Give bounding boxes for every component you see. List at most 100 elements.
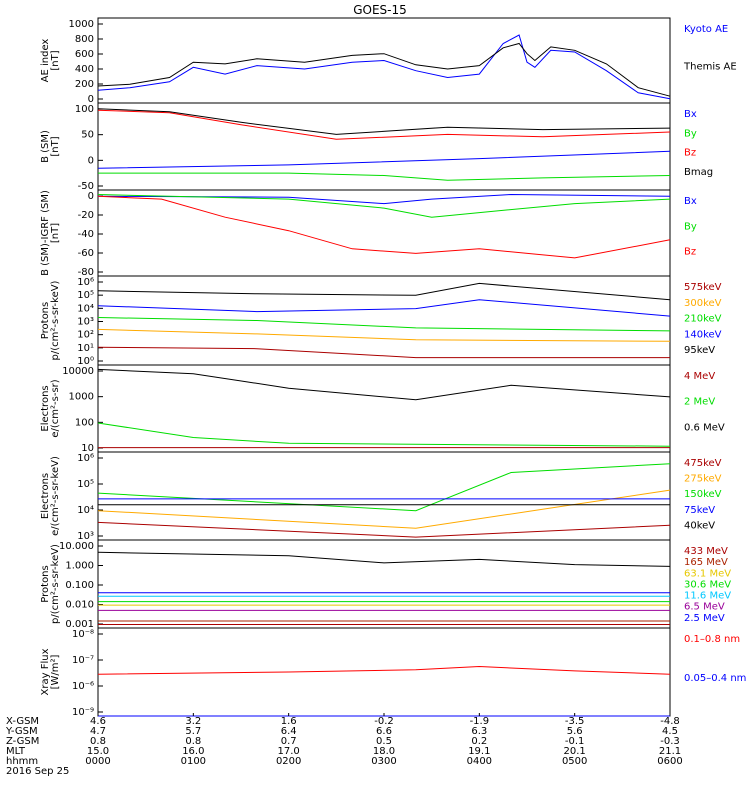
y-tick-label: 10.000 — [59, 541, 94, 552]
legend-entry: 150keV — [684, 489, 722, 500]
legend-entry: By — [684, 221, 697, 232]
panel-frame — [97, 364, 671, 453]
panel-4: 10⁶ 10⁵ 10⁴ 10³ 10² 10¹ 10⁰ Protons p/(cm²-s-sr-… — [40, 275, 722, 367]
footer-cell: 18.0 — [373, 746, 395, 757]
series-line — [97, 34, 671, 100]
legend-entry: 2 MeV — [684, 397, 715, 408]
series-line — [97, 551, 671, 567]
y-tick-label: -60 — [78, 248, 94, 259]
y-tick-label: 10⁴ — [77, 303, 94, 314]
legend-entry: 30.6 MeV — [684, 579, 731, 590]
y-axis-label: AE index — [40, 39, 51, 83]
legend-entry: Kyoto AE — [684, 24, 728, 35]
y-tick-label: 0.100 — [65, 580, 94, 591]
legend-entry: 40keV — [684, 520, 715, 531]
footer-cell: 4.6 — [90, 716, 106, 727]
panel-7: 10.000 1.000 0.100 0.010 0.001 Protons p/(cm²-… — [40, 539, 731, 630]
legend-entry: 275keV — [684, 474, 722, 485]
footer-cell: 0200 — [276, 756, 301, 767]
y-axis-label: p/(cm²-s-sr-keV) — [50, 544, 61, 624]
legend-entry: By — [684, 128, 697, 139]
series-line — [97, 463, 671, 512]
y-tick-label: 800 — [75, 34, 94, 45]
y-axis-label: p/(cm²-s-sr-keV) — [50, 280, 61, 360]
footer-cell: 0.5 — [376, 736, 392, 747]
footer-row-label: hhmm — [6, 756, 38, 767]
y-tick-label: 10⁵ — [77, 290, 94, 301]
footer-cell: 4.5 — [662, 726, 678, 737]
legend-entry: 210keV — [684, 314, 722, 325]
y-axis-label: B (SM)-IGRF (SM) — [40, 190, 51, 276]
legend-entry: 165 MeV — [684, 557, 728, 568]
series-line — [97, 521, 671, 538]
y-tick-label: -50 — [78, 181, 94, 192]
y-tick-label: 10000 — [62, 366, 94, 377]
y-tick-label: 10² — [77, 330, 94, 341]
series-line — [97, 422, 671, 447]
y-axis-label: Electrons — [40, 473, 51, 519]
series-line — [97, 282, 671, 301]
legend-entry: 0.1–0.8 nm — [684, 634, 740, 645]
y-axis-label: Electrons — [40, 385, 51, 431]
series-line — [97, 368, 671, 401]
legend-entry: 0.6 MeV — [684, 422, 725, 433]
footer-cell: 0000 — [85, 756, 110, 767]
y-axis-label: B (SM) — [40, 130, 51, 163]
series-line — [97, 299, 671, 317]
footer-cell: 6.4 — [281, 726, 297, 737]
footer-cell: 16.0 — [182, 746, 204, 757]
legend-entry: 75keV — [684, 505, 715, 516]
series-line — [97, 665, 671, 675]
legend-entry: 6.5 MeV — [684, 602, 725, 613]
footer-cell: 0600 — [657, 756, 682, 767]
y-tick-label: 1000 — [69, 19, 94, 30]
footer-cell: 0300 — [371, 756, 396, 767]
series-line — [97, 346, 670, 359]
y-tick-label: 10⁻⁶ — [72, 681, 94, 692]
panel-8: 10⁻⁸ 10⁻⁷ 10⁻⁶ 10⁻⁹ Xray Flux [W/m²] 0.1–0.8 n… — [40, 627, 746, 718]
legend-entry: 300keV — [684, 298, 722, 309]
y-tick-label: 10⁵ — [77, 479, 94, 490]
footer-row-label: Z-GSM — [6, 736, 39, 747]
legend-entry: 95keV — [684, 345, 715, 356]
series-line — [97, 194, 671, 218]
footer-cell: 5.6 — [567, 726, 583, 737]
y-axis-label: [nT] — [50, 50, 61, 70]
legend-entry: Bmag — [684, 167, 713, 178]
footer-cell: -4.8 — [660, 716, 680, 727]
legend-entry: 433 MeV — [684, 546, 728, 557]
legend-entry: Bx — [684, 196, 697, 207]
legend-entry: 0.05–0.4 nm — [684, 673, 746, 684]
footer-cell: -1.9 — [470, 716, 490, 727]
footer-row-label: Y-GSM — [5, 726, 38, 737]
panel-5: 10000 1000 100 10 Electrons e/(cm²-s-sr) 4 MeV… — [40, 364, 725, 454]
y-tick-label: 600 — [75, 49, 94, 60]
series-line — [97, 42, 671, 97]
legend-entry: 11.6 MeV — [684, 591, 731, 602]
footer-cell: 15.0 — [87, 746, 109, 757]
y-tick-label: 1.000 — [65, 561, 94, 572]
panel-2: 100 50 0 -50 B (SM) [nT] Bx By Bz Bmag — [40, 102, 713, 192]
series-line — [97, 195, 671, 259]
footer-cell: 19.1 — [468, 746, 490, 757]
y-axis-label: [nT] — [50, 223, 61, 243]
footer-row-label: X-GSM — [6, 716, 39, 727]
y-axis-label: [W/m²] — [50, 654, 61, 689]
panel-frame — [97, 539, 671, 629]
y-tick-label: 200 — [75, 79, 94, 90]
y-axis-label: Protons — [40, 565, 51, 602]
legend-entry: Bz — [684, 148, 696, 159]
footer-cell: 0.2 — [471, 736, 487, 747]
y-tick-label: -80 — [78, 267, 94, 278]
panel-3: 0 -20 -40 -60 -80 B (SM)-IGRF (SM) [nT] Bx By Bz — [40, 189, 697, 278]
panel-frame — [97, 627, 671, 717]
legend-entry: 2.5 MeV — [684, 613, 725, 624]
y-tick-label: -20 — [78, 210, 94, 221]
y-tick-label: 10⁻⁹ — [72, 707, 94, 718]
y-axis-label: [nT] — [50, 136, 61, 156]
footer-cell: 0.8 — [90, 736, 106, 747]
footer-cell: 20.1 — [564, 746, 586, 757]
y-tick-label: 10⁰ — [77, 356, 94, 367]
y-axis-label: e/(cm²-s-sr-keV) — [50, 456, 61, 536]
